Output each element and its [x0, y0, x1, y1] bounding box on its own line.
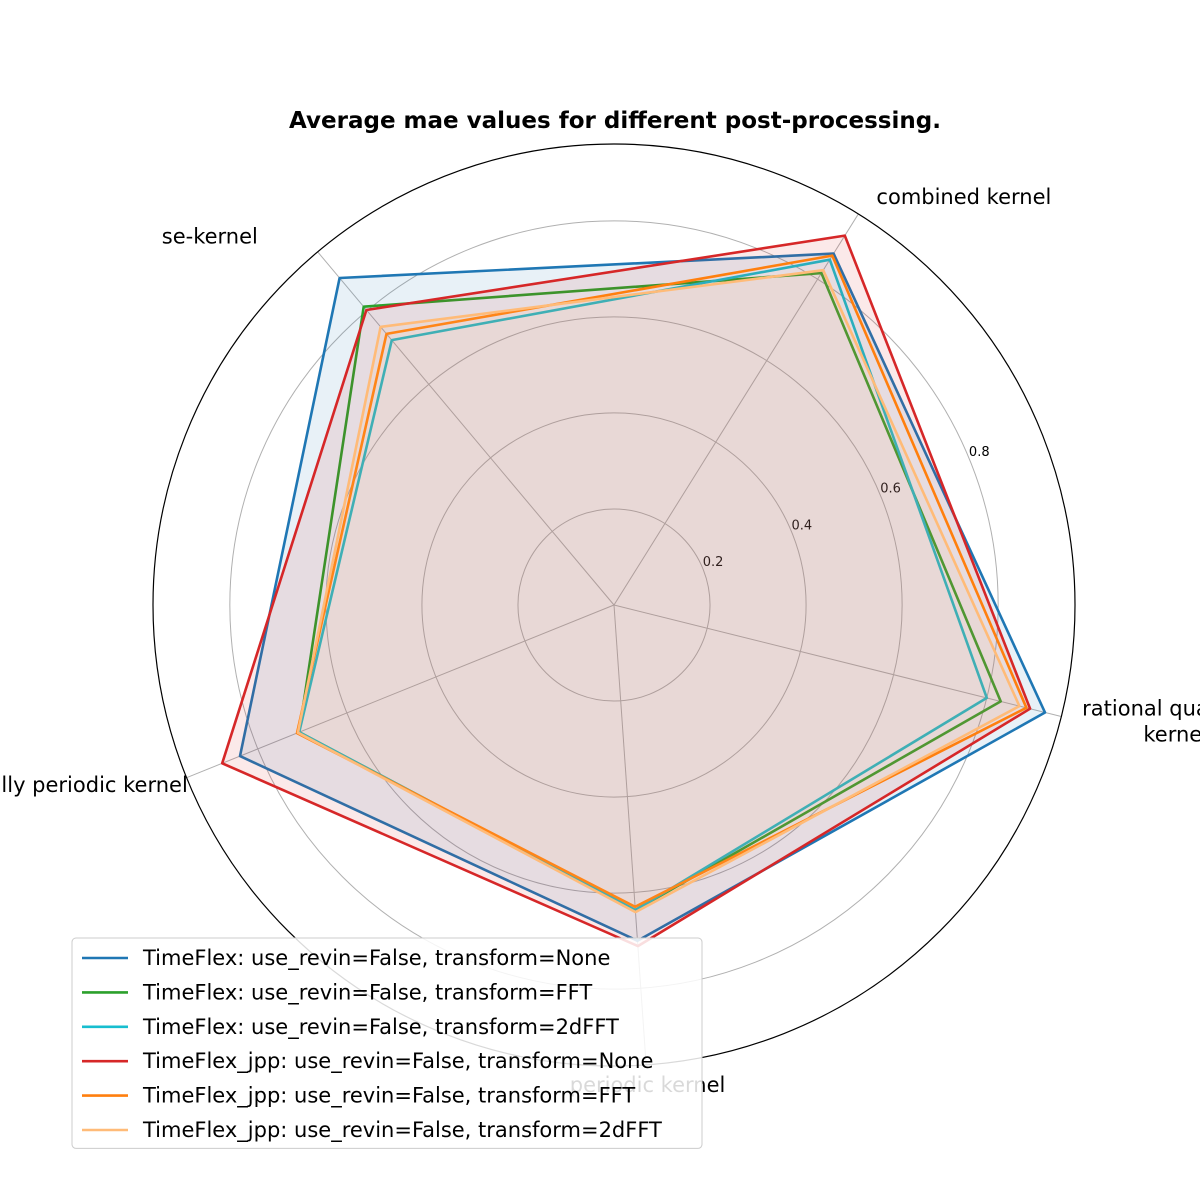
series-fill-3 — [222, 235, 1031, 947]
series-line-5 — [296, 268, 1021, 914]
radial-tick-label: 0.6 — [880, 482, 901, 497]
axis-label-3: locally periodic kernel — [0, 773, 188, 797]
chart-title: Average mae values for different post-pr… — [289, 108, 941, 134]
series-line-0 — [238, 252, 1047, 943]
legend-entry-1: TimeFlex: use_revin=False, transform=FFT — [142, 980, 592, 1005]
legend-frame — [71, 937, 703, 1149]
legend-entry-5: TimeFlex_jpp: use_revin=False, transform… — [142, 1118, 662, 1143]
radial-tick-label: 0.8 — [969, 445, 990, 460]
legend-entry-0: TimeFlex: use_revin=False, transform=Non… — [142, 946, 610, 971]
grid-circle-1 — [421, 412, 807, 798]
legend-entry-4: TimeFlex_jpp: use_revin=False, transform… — [142, 1084, 635, 1109]
grid-circle-0 — [517, 508, 711, 702]
series-fill-5 — [297, 270, 1020, 913]
series-line-3 — [220, 234, 1032, 948]
radial-tick-label: 0.2 — [703, 555, 724, 570]
legend: TimeFlex: use_revin=False, transform=Non… — [71, 937, 703, 1149]
series-line-4 — [295, 254, 1028, 909]
axis-label-0: rational quadratickernel — [1082, 696, 1200, 746]
series-line-2 — [297, 258, 989, 912]
series-polygons — [220, 234, 1047, 948]
radial-tick-label: 0.4 — [791, 518, 812, 533]
grid-spoke-1 — [613, 213, 859, 606]
legend-entry-3: TimeFlex_jpp: use_revin=False, transform… — [142, 1049, 653, 1074]
axis-label-2: se-kernel — [162, 225, 258, 249]
legend-entry-2: TimeFlex: use_revin=False, transform=2dF… — [142, 1015, 619, 1040]
axis-label-1: combined kernel — [876, 185, 1051, 209]
grid-spoke-3 — [186, 604, 615, 779]
series-fill-0 — [240, 253, 1045, 941]
